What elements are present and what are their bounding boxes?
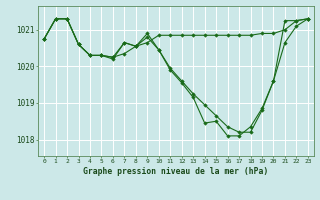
X-axis label: Graphe pression niveau de la mer (hPa): Graphe pression niveau de la mer (hPa) [84, 167, 268, 176]
